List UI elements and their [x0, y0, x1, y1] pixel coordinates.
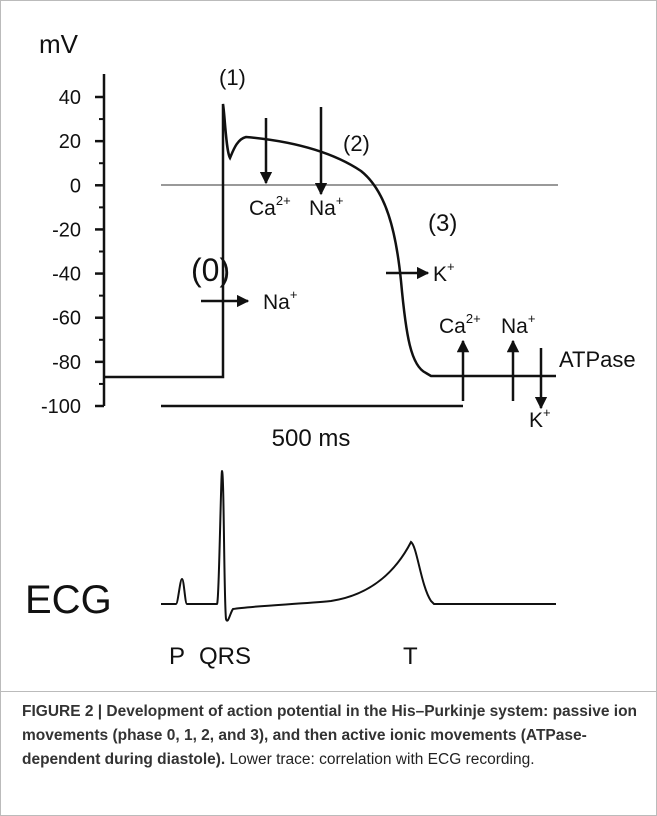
phase-label: (0)	[191, 252, 230, 288]
y-tick-label: 40	[59, 87, 81, 109]
y-tick-label: -60	[52, 308, 81, 330]
y-tick-label: -80	[52, 352, 81, 374]
pump-label: ATPase	[559, 347, 636, 372]
ecg-wave: QRS	[199, 643, 251, 670]
ion-charge: +	[336, 193, 344, 208]
ion-charge: +	[447, 259, 455, 274]
ion-charge: 2+	[276, 193, 291, 208]
y-tick-label: 20	[59, 131, 81, 153]
ion-charge: +	[528, 311, 536, 326]
scale-bar-label: 500 ms	[272, 425, 351, 452]
action-potential	[104, 103, 556, 379]
ecg-wave: P	[169, 643, 185, 670]
caption: FIGURE 2 | Development of action potenti…	[22, 700, 637, 772]
ion-symbol: Na	[501, 315, 528, 338]
ion-charge: 2+	[466, 311, 481, 326]
arrows	[201, 107, 548, 410]
ion-symbol: K	[529, 409, 543, 432]
ion-symbol: K	[433, 263, 447, 286]
phase-label: (1)	[219, 65, 246, 90]
ecg-label: ECG	[25, 578, 112, 622]
separator	[1, 691, 656, 692]
ion-label: Na+	[501, 311, 535, 338]
y-axis-label: mV	[39, 29, 79, 59]
y-tick-label: -100	[41, 396, 81, 418]
ion-charge: +	[543, 405, 551, 420]
ecg-trace	[161, 469, 556, 622]
ion-label: K+	[529, 405, 551, 432]
ion-symbol: Ca	[249, 197, 276, 220]
y-tick-label: -40	[52, 264, 81, 286]
ion-labels: Ca2+ Na+Na+K+Ca2+ Na+K+	[249, 193, 551, 432]
y-tick-label: -20	[52, 219, 81, 241]
ecg-wave: T	[403, 643, 418, 670]
ion-label: Ca2+	[249, 193, 291, 220]
ion-symbol: Ca	[439, 315, 466, 338]
ion-label: Na+	[309, 193, 343, 220]
caption-bold: FIGURE 2 | Development of action potenti…	[22, 703, 638, 768]
phase-label: (2)	[343, 131, 370, 156]
ion-symbol: Na	[309, 197, 336, 220]
phase-label: (3)	[428, 210, 457, 237]
y-axis: 40 20 0 -20 -40 -60 -80 -100	[41, 74, 106, 418]
caption-text: Lower trace: correlation with ECG record…	[225, 751, 535, 768]
ion-label: Ca2+	[439, 311, 481, 338]
y-tick-label: 0	[70, 175, 81, 197]
ion-symbol: Na	[263, 291, 290, 314]
ion-label: Na+	[263, 287, 297, 314]
ion-charge: +	[290, 287, 298, 302]
ion-label: K+	[433, 259, 455, 286]
